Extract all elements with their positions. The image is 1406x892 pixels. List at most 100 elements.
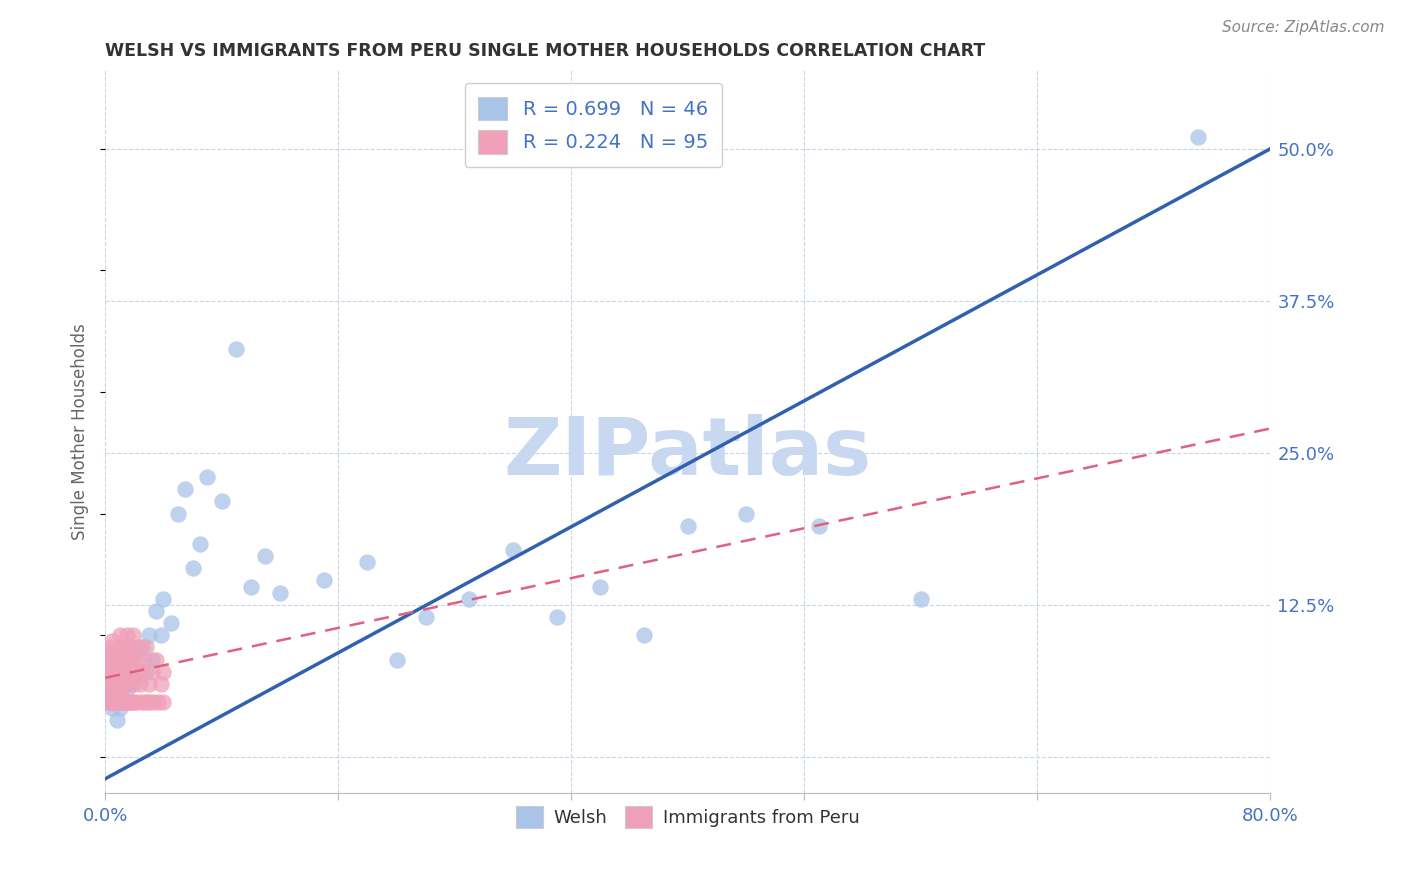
Point <box>145 652 167 666</box>
Point <box>100 683 122 698</box>
Point <box>589 580 612 594</box>
Point <box>103 671 125 685</box>
Point <box>105 658 128 673</box>
Point <box>807 518 830 533</box>
Point <box>115 640 138 655</box>
Point <box>112 665 135 679</box>
Point <box>112 695 135 709</box>
Point <box>120 677 142 691</box>
Point <box>111 695 134 709</box>
Point <box>100 671 122 685</box>
Point <box>101 634 124 648</box>
Point <box>110 695 132 709</box>
Point <box>138 628 160 642</box>
Point <box>135 695 157 709</box>
Point <box>415 610 437 624</box>
Point <box>97 647 120 661</box>
Point <box>124 695 146 709</box>
Point <box>115 628 138 642</box>
Point <box>97 695 120 709</box>
Point <box>131 665 153 679</box>
Point <box>100 695 122 709</box>
Point <box>97 683 120 698</box>
Point <box>105 695 128 709</box>
Point <box>131 695 153 709</box>
Point <box>117 695 139 709</box>
Point <box>254 549 277 564</box>
Point <box>149 677 172 691</box>
Point <box>239 580 262 594</box>
Point <box>112 677 135 691</box>
Point <box>97 658 120 673</box>
Point <box>103 683 125 698</box>
Point <box>96 665 118 679</box>
Point <box>122 628 145 642</box>
Point <box>117 652 139 666</box>
Point <box>135 640 157 655</box>
Point <box>103 658 125 673</box>
Point <box>129 677 152 691</box>
Point <box>101 665 124 679</box>
Point <box>107 695 129 709</box>
Point <box>458 591 481 606</box>
Point <box>108 695 131 709</box>
Point <box>104 652 127 666</box>
Point <box>131 640 153 655</box>
Text: WELSH VS IMMIGRANTS FROM PERU SINGLE MOTHER HOUSEHOLDS CORRELATION CHART: WELSH VS IMMIGRANTS FROM PERU SINGLE MOT… <box>105 42 986 60</box>
Point <box>312 574 335 588</box>
Point <box>174 483 197 497</box>
Point <box>111 652 134 666</box>
Point <box>1187 129 1209 144</box>
Point <box>101 683 124 698</box>
Point <box>98 683 121 698</box>
Point <box>127 695 149 709</box>
Point <box>676 518 699 533</box>
Point <box>114 652 136 666</box>
Point <box>910 591 932 606</box>
Point <box>117 665 139 679</box>
Point <box>633 628 655 642</box>
Point <box>115 683 138 698</box>
Point <box>145 604 167 618</box>
Point <box>120 695 142 709</box>
Point <box>110 683 132 698</box>
Point <box>100 647 122 661</box>
Point <box>195 470 218 484</box>
Point <box>114 695 136 709</box>
Point <box>98 677 121 691</box>
Point <box>385 652 408 666</box>
Point <box>107 665 129 679</box>
Point <box>97 683 120 698</box>
Point <box>105 671 128 685</box>
Point <box>96 677 118 691</box>
Point <box>225 343 247 357</box>
Point <box>96 652 118 666</box>
Point <box>108 628 131 642</box>
Y-axis label: Single Mother Households: Single Mother Households <box>72 323 89 540</box>
Point <box>546 610 568 624</box>
Point <box>107 689 129 703</box>
Point <box>132 652 155 666</box>
Point <box>100 658 122 673</box>
Point <box>101 701 124 715</box>
Point <box>127 652 149 666</box>
Point <box>107 683 129 698</box>
Point <box>98 689 121 703</box>
Point <box>128 640 150 655</box>
Point <box>135 665 157 679</box>
Point <box>167 507 190 521</box>
Point <box>103 683 125 698</box>
Point <box>97 671 120 685</box>
Point <box>108 640 131 655</box>
Point <box>149 628 172 642</box>
Point <box>105 683 128 698</box>
Point <box>108 701 131 715</box>
Point <box>104 683 127 698</box>
Point <box>502 543 524 558</box>
Point <box>117 677 139 691</box>
Point <box>98 652 121 666</box>
Point <box>188 537 211 551</box>
Point <box>125 665 148 679</box>
Point <box>98 640 121 655</box>
Point <box>98 665 121 679</box>
